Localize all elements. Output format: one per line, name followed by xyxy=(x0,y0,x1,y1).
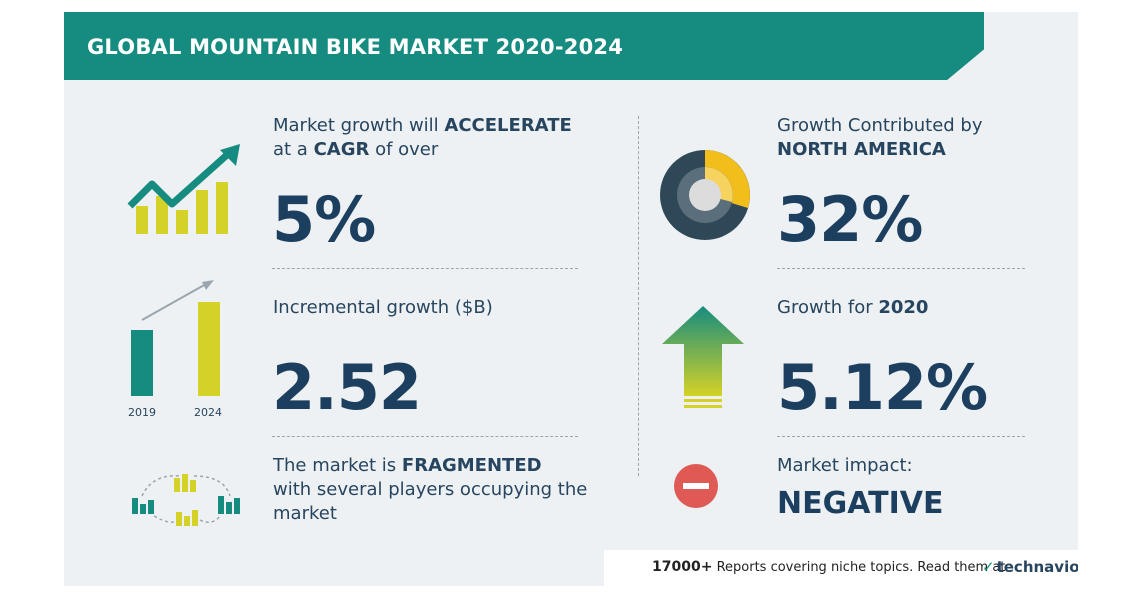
footer-bar: 17000+ Reports covering niche topics. Re… xyxy=(604,550,1078,586)
divider xyxy=(272,436,578,437)
column-divider xyxy=(638,116,639,476)
region-share-donut-icon xyxy=(660,150,750,240)
footer-text: 17000+ Reports covering niche topics. Re… xyxy=(652,559,1006,575)
impact-value: NEGATIVE xyxy=(777,486,944,521)
cagr-value: 5% xyxy=(272,183,376,256)
divider xyxy=(777,436,1025,437)
page-title: GLOBAL MOUNTAIN BIKE MARKET 2020-2024 xyxy=(87,35,624,59)
divider xyxy=(272,268,578,269)
growth-year-text: Growth for 2020 xyxy=(777,297,929,318)
title-banner xyxy=(64,12,984,80)
logo-check-icon: ✓ xyxy=(982,558,995,576)
infographic-card: GLOBAL MOUNTAIN BIKE MARKET 2020-2024 Ma… xyxy=(64,12,1078,586)
technavio-logo[interactable]: ✓ technavio xyxy=(982,558,1078,576)
region-text: Growth Contributed by NORTH AMERICA xyxy=(777,115,983,160)
growth-chart-icon xyxy=(127,144,240,234)
incremental-value: 2.52 xyxy=(272,351,422,424)
growth-year-value: 5.12% xyxy=(777,351,988,424)
fragmented-text: The market is FRAGMENTED with several pl… xyxy=(273,455,588,524)
up-arrow-icon xyxy=(662,306,744,408)
divider xyxy=(777,268,1025,269)
year-start-label: 2019 xyxy=(128,406,156,419)
market-players-icon xyxy=(132,474,240,526)
incremental-label: Incremental growth ($B) xyxy=(273,297,493,318)
incremental-bars-icon xyxy=(131,280,220,396)
year-end-label: 2024 xyxy=(194,406,222,419)
minus-icon xyxy=(674,464,718,508)
region-value: 32% xyxy=(777,183,923,256)
cagr-text: Market growth will ACCELERATE at a CAGR … xyxy=(273,115,572,160)
impact-label: Market impact: xyxy=(777,455,913,476)
